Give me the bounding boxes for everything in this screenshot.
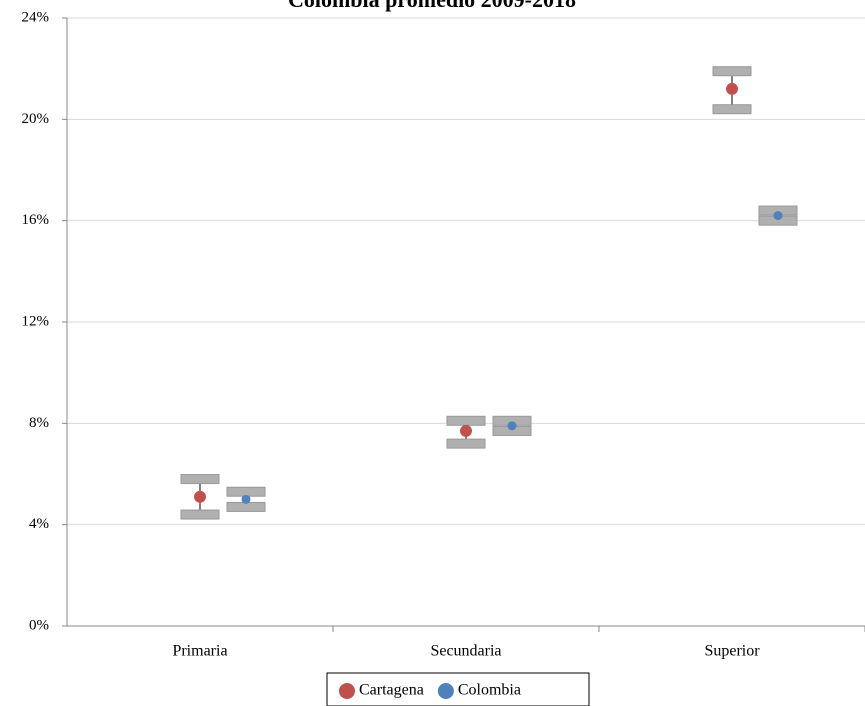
point xyxy=(507,421,517,431)
legend-box xyxy=(326,672,590,706)
y-tick-label: 20% xyxy=(22,111,50,127)
point xyxy=(773,211,783,221)
point xyxy=(241,494,251,504)
y-tick-label: 24% xyxy=(22,9,50,25)
legend: Cartagena Colombia xyxy=(326,672,590,706)
point xyxy=(460,424,472,437)
legend-marker xyxy=(437,683,454,699)
legend-marker xyxy=(339,683,355,699)
y-tick-label: 8% xyxy=(29,415,49,431)
legend-label: Colombia xyxy=(458,682,521,699)
error-cap-low xyxy=(712,104,752,115)
point xyxy=(194,490,206,503)
y-tick-label: 16% xyxy=(22,212,50,228)
chart-title: Colombia promedio 2009-2018 xyxy=(288,0,576,12)
x-tick-label: Secundaria xyxy=(430,643,501,660)
error-cap-high xyxy=(712,66,752,77)
y-tick-label: 0% xyxy=(29,617,49,633)
error-cap-high xyxy=(180,474,220,485)
error-cap-high xyxy=(446,415,486,426)
error-cap-low xyxy=(446,438,486,449)
legend-label: Cartagena xyxy=(359,682,424,699)
x-tick-label: Superior xyxy=(704,643,760,660)
y-tick-label: 12% xyxy=(22,313,50,329)
x-tick-label: Primaria xyxy=(172,643,227,660)
point xyxy=(726,82,738,95)
error-cap-low xyxy=(180,509,220,520)
y-tick-label: 4% xyxy=(29,516,49,532)
